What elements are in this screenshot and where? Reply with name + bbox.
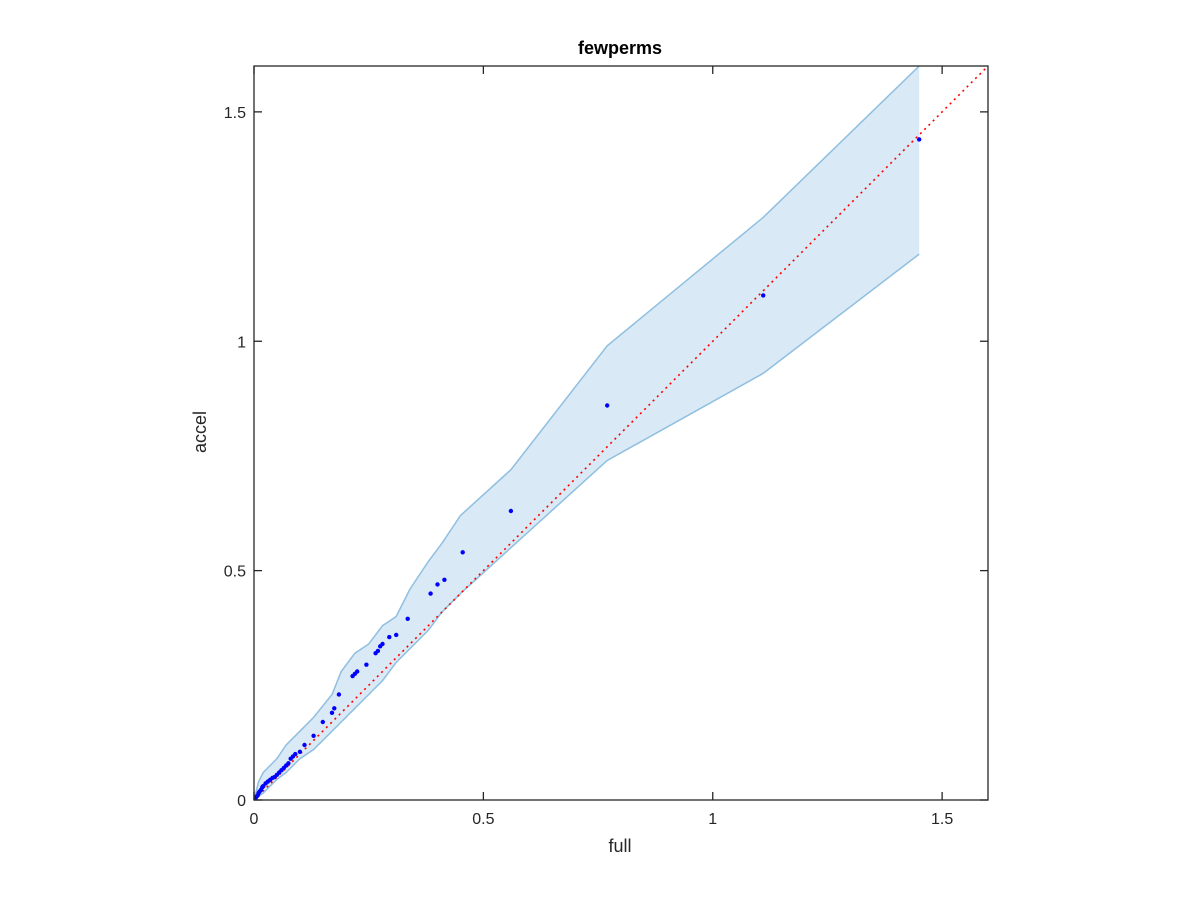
data-point [761, 293, 766, 298]
x-tick-label: 0 [250, 811, 259, 828]
data-point [394, 632, 399, 638]
data-point [293, 751, 298, 757]
y-tick-label: 0 [237, 793, 246, 810]
data-point [355, 669, 360, 674]
data-point [435, 582, 440, 587]
band-upper-edge [254, 66, 920, 800]
x-tick-label: 1.5 [931, 811, 953, 828]
data-point [286, 761, 291, 766]
y-tick-label: 0.5 [224, 564, 246, 581]
data-point [311, 733, 316, 738]
chart-title: fewperms [578, 38, 662, 58]
data-point [442, 577, 447, 582]
data-point [336, 692, 342, 697]
x-tick-label: 0.5 [472, 811, 494, 828]
plot-area: 0 0.5 1 1.5 0 0.5 1 1.5 [224, 65, 989, 828]
band-lower-edge [254, 253, 920, 800]
confidence-band [254, 66, 920, 800]
data-point [917, 137, 922, 142]
y-axis-label: accel [190, 411, 210, 453]
data-point [380, 641, 385, 647]
reference-line [254, 66, 988, 800]
data-point [428, 591, 433, 596]
y-tick-label: 1.5 [224, 105, 246, 122]
data-point [302, 742, 307, 748]
data-point [508, 508, 514, 514]
plot-content [254, 66, 988, 800]
axes-box [253, 65, 989, 801]
data-point [320, 719, 325, 725]
data-point [375, 648, 381, 654]
data-point [364, 662, 369, 667]
y-tick-label: 1 [237, 334, 246, 351]
data-point [332, 706, 337, 711]
data-point [329, 710, 335, 715]
x-axis-label: full [608, 836, 631, 856]
data-point [405, 616, 410, 621]
data-point [460, 550, 465, 555]
x-tick-label: 1 [708, 811, 717, 828]
data-point [387, 634, 392, 640]
data-point [297, 749, 303, 754]
data-point [605, 403, 610, 408]
